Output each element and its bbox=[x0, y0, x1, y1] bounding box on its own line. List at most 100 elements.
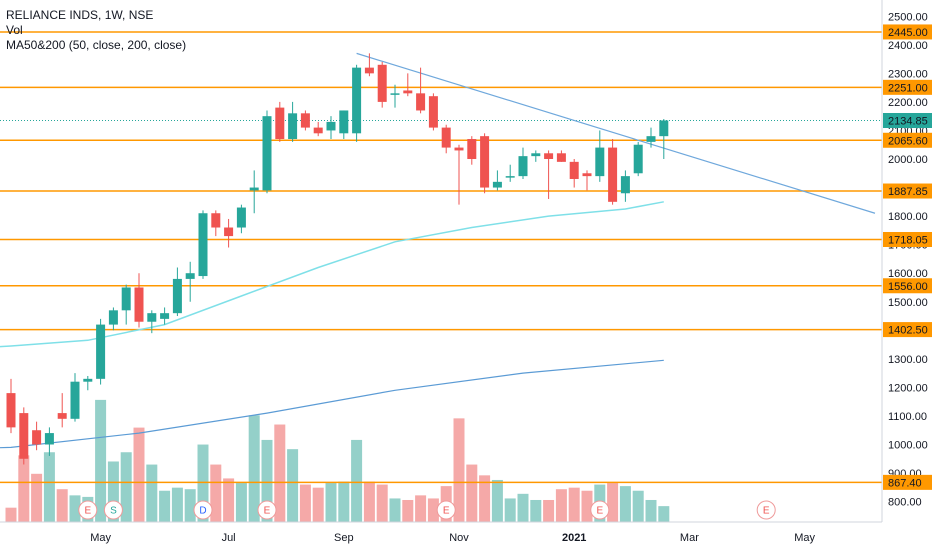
candle-body bbox=[377, 64, 387, 102]
volume-bar bbox=[69, 495, 81, 522]
time-tick-label: Jul bbox=[222, 532, 236, 544]
candle-body bbox=[262, 116, 272, 191]
volume-bar bbox=[632, 490, 644, 522]
volume-bar bbox=[287, 449, 299, 522]
candle-body bbox=[6, 393, 16, 428]
time-tick-label: Sep bbox=[334, 532, 354, 544]
volume-bar bbox=[581, 490, 593, 522]
price-tick-label: 1000.00 bbox=[888, 440, 928, 452]
time-axis[interactable]: May Jul Sep Nov 2021 Mar May bbox=[0, 521, 882, 544]
event-marker bbox=[103, 500, 123, 520]
volume-bar bbox=[402, 499, 414, 522]
event-marker bbox=[78, 500, 98, 520]
volume-bar bbox=[415, 495, 427, 522]
volume-bar bbox=[491, 479, 503, 522]
level-label: 2065.60 bbox=[888, 135, 928, 147]
volume-bar bbox=[223, 478, 235, 522]
volume-bar bbox=[325, 483, 337, 522]
event-marker-label: D bbox=[199, 506, 206, 517]
price-tick-label: 1200.00 bbox=[888, 382, 928, 394]
volume-bar bbox=[197, 444, 209, 522]
volume-bar bbox=[261, 439, 273, 522]
volume-bar bbox=[555, 489, 567, 522]
ma50-line bbox=[0, 201, 664, 348]
volume-bar bbox=[479, 475, 491, 522]
candle-body bbox=[313, 127, 323, 134]
volume-bar bbox=[107, 461, 119, 522]
volume-bar bbox=[159, 490, 171, 522]
volume-bar bbox=[5, 507, 17, 522]
last-price-label: 2134.85 bbox=[888, 116, 928, 128]
candle-body bbox=[198, 213, 208, 277]
level-labels: 2445.00 2251.00 2065.60 1887.85 1718.05 1556.… bbox=[883, 24, 932, 490]
level-label: 867.40 bbox=[888, 477, 922, 489]
event-marker-label: E bbox=[264, 506, 271, 517]
level-label: 1887.85 bbox=[888, 186, 928, 198]
volume-bar bbox=[645, 499, 657, 522]
volume-bar bbox=[210, 464, 222, 522]
volume-bar bbox=[274, 424, 286, 522]
volume-bar bbox=[56, 489, 68, 522]
candle-body bbox=[44, 433, 54, 445]
volume-bar bbox=[133, 427, 145, 522]
candle-body bbox=[569, 161, 579, 179]
last-price-label-bg bbox=[883, 113, 932, 129]
volume-bar bbox=[18, 455, 30, 522]
level-label: 1556.00 bbox=[888, 281, 928, 293]
volume-bar bbox=[530, 499, 542, 522]
ma200-line bbox=[0, 359, 664, 449]
candle-body bbox=[96, 324, 106, 379]
time-tick-label: 2021 bbox=[562, 532, 586, 544]
price-tick-label: 1300.00 bbox=[888, 354, 928, 366]
event-marker-label: S bbox=[110, 506, 117, 517]
candle-body bbox=[390, 93, 400, 95]
level-label-bg bbox=[883, 24, 932, 40]
candle-body bbox=[595, 147, 605, 177]
price-tick-label: 1800.00 bbox=[888, 211, 928, 223]
candle-body bbox=[326, 121, 336, 131]
candle-body bbox=[505, 176, 515, 178]
candle-body bbox=[70, 381, 80, 419]
volume-bar bbox=[248, 415, 260, 522]
candle-body bbox=[172, 278, 182, 314]
level-label-bg bbox=[883, 79, 932, 95]
event-marker bbox=[436, 500, 456, 520]
volume-bar bbox=[184, 489, 196, 522]
candle-body bbox=[531, 153, 541, 157]
candle-body bbox=[441, 127, 451, 148]
volume-bar bbox=[95, 399, 107, 522]
time-tick-label: Nov bbox=[449, 532, 469, 544]
price-tick-label: 1600.00 bbox=[888, 268, 928, 280]
volume-bar bbox=[235, 483, 247, 522]
horizontal-levels bbox=[0, 31, 882, 484]
price-tick-label: 2200.00 bbox=[888, 97, 928, 109]
price-axis[interactable]: 800.00900.001000.001100.001200.001300.00… bbox=[881, 0, 928, 522]
level-label-bg bbox=[883, 231, 932, 247]
trendline-line bbox=[356, 52, 876, 214]
volume-bar bbox=[453, 418, 465, 522]
candle-body bbox=[492, 181, 502, 188]
chart-title: RELIANCE INDS, 1W, NSE bbox=[6, 8, 154, 22]
volume-bar bbox=[312, 487, 324, 522]
volume-bar bbox=[120, 452, 132, 522]
price-tick-label: 2500.00 bbox=[888, 11, 928, 23]
time-tick-label: May bbox=[794, 532, 815, 544]
candle-body bbox=[518, 156, 528, 177]
trendline bbox=[356, 52, 876, 214]
candle-body bbox=[364, 67, 374, 74]
candle-body bbox=[339, 110, 349, 134]
price-tick-label: 2300.00 bbox=[888, 68, 928, 80]
volume-bar bbox=[31, 473, 43, 522]
level-label-bg bbox=[883, 474, 932, 490]
price-tick-label: 1500.00 bbox=[888, 297, 928, 309]
volume-bar bbox=[543, 499, 555, 522]
volume-bars bbox=[5, 399, 670, 522]
volume-bar bbox=[619, 486, 631, 522]
candle-body bbox=[57, 413, 67, 419]
level-label: 2445.00 bbox=[888, 27, 928, 39]
level-label-bg bbox=[883, 183, 932, 199]
time-tick-label: May bbox=[90, 532, 111, 544]
